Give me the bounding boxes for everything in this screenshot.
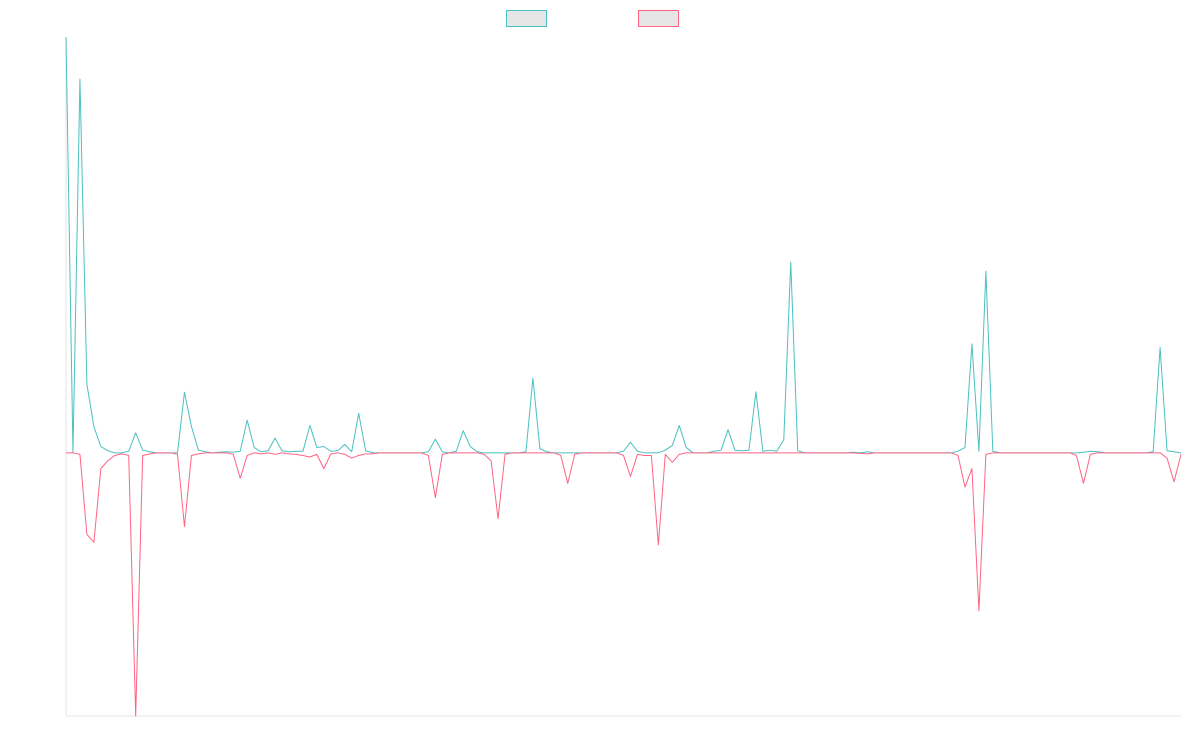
axes bbox=[65, 37, 1181, 717]
series-layer bbox=[65, 36, 1182, 717]
legend-item-1[interactable] bbox=[506, 10, 547, 27]
legend-item-2[interactable] bbox=[638, 10, 679, 27]
legend bbox=[506, 10, 679, 27]
series-line-1 bbox=[65, 36, 1182, 454]
legend-swatch-2 bbox=[638, 10, 679, 27]
series-line-2 bbox=[66, 452, 1182, 717]
legend-swatch-1 bbox=[506, 10, 547, 27]
